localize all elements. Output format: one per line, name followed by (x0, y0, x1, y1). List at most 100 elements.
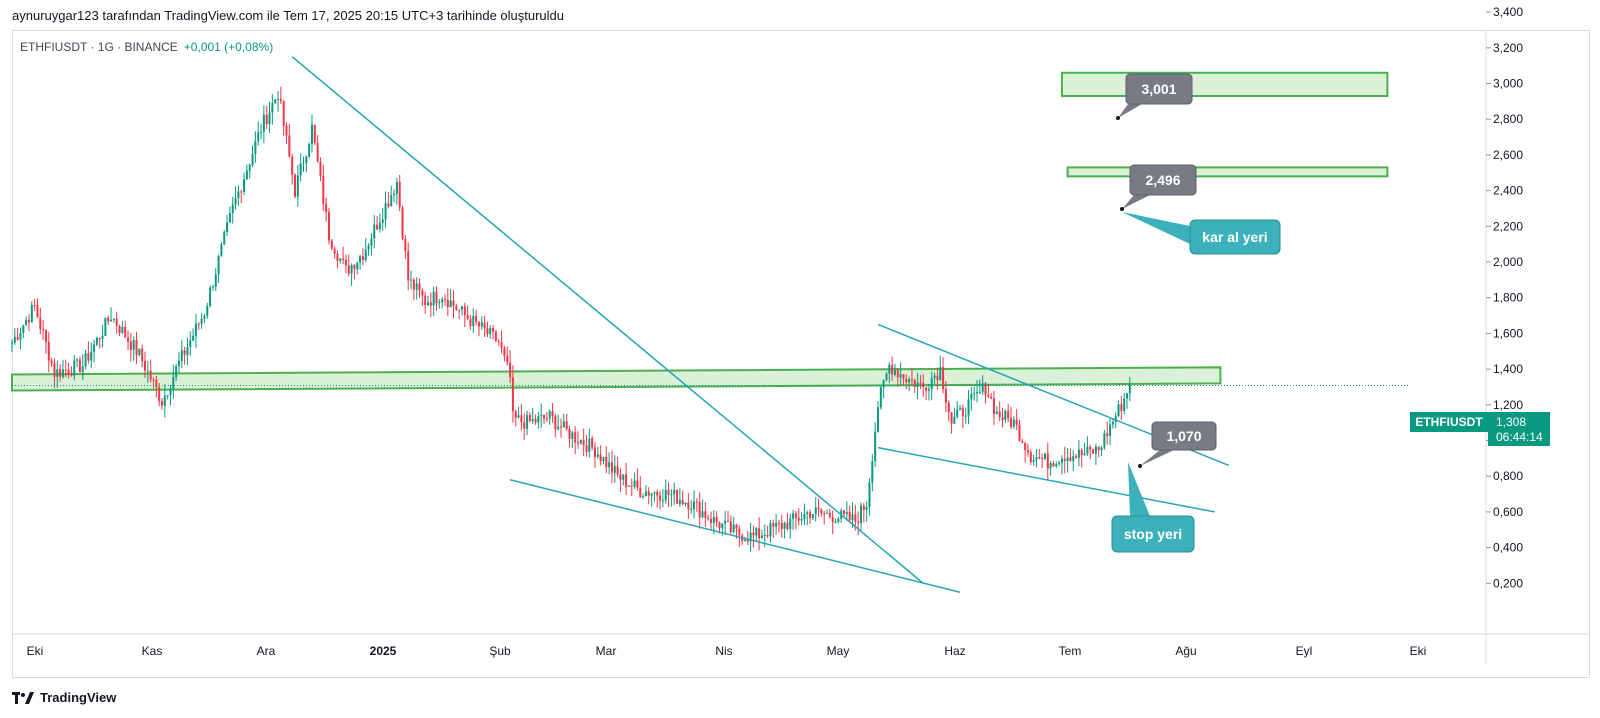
candle-body (511, 377, 514, 412)
candle-body (695, 501, 698, 503)
candle-body (936, 375, 939, 381)
candle-body (282, 100, 285, 126)
symbol-legend[interactable]: ETHFIUSDT · 1G · BINANCE +0,001 (+0,08%) (20, 40, 273, 54)
candle-body (1128, 385, 1131, 394)
candle-body (619, 474, 622, 480)
callout-target-high[interactable]: 3,001 (1116, 73, 1193, 120)
candle-body (172, 376, 175, 390)
candle-body (322, 175, 325, 204)
price-zone[interactable] (1060, 71, 1389, 97)
candle-body (466, 315, 469, 320)
candle-body (302, 163, 305, 165)
candle-body (752, 532, 755, 536)
candle-body (630, 485, 633, 487)
candle-body (50, 360, 53, 364)
candle-body (240, 191, 243, 193)
candle-body (976, 391, 979, 394)
candle-body (475, 315, 478, 322)
candle-body (710, 518, 713, 523)
candle-body (794, 513, 797, 518)
candle-body (851, 514, 854, 521)
candle-body (647, 491, 650, 496)
candle-body (265, 114, 268, 125)
candle-body (67, 370, 70, 375)
candle-body (342, 258, 345, 260)
candle-body (1015, 419, 1018, 425)
candle-body (367, 245, 370, 250)
candle-body (800, 519, 803, 521)
trendline[interactable] (291, 56, 924, 584)
candle-body (61, 369, 64, 377)
candle-body (217, 255, 220, 275)
candle-body (916, 382, 919, 388)
callout-take-profit[interactable]: kar al yeri (1122, 212, 1281, 255)
candle-body (353, 265, 356, 270)
candle-body (763, 535, 766, 537)
candle-body (707, 517, 710, 519)
time-axis[interactable]: Eki Kas Ara 2025 Şub Mar Nis May Haz Tem Ağu Eyl Eki (27, 644, 1427, 658)
y-tick-label: 2,000 (1493, 255, 1523, 269)
candle-body (1012, 419, 1015, 427)
candle-body (22, 325, 25, 334)
candle-body (243, 179, 246, 192)
candle-body (560, 426, 563, 428)
candle-body (599, 454, 602, 462)
chart-frame (12, 30, 1590, 678)
candle-body (775, 522, 778, 527)
price-axis[interactable]: 3,400 3,200 3,000 2,800 2,600 2,400 2,200 2,000… (1486, 5, 1523, 590)
candle-body (146, 370, 149, 372)
candle-body (786, 522, 789, 529)
candle-body (378, 222, 381, 230)
y-tick-label: 0,200 (1493, 576, 1523, 590)
price-zone[interactable] (11, 366, 1222, 392)
candle-body (364, 249, 367, 261)
footer-brand[interactable]: TradingView (12, 690, 116, 705)
price-zone[interactable] (1066, 166, 1389, 178)
candle-body (568, 429, 571, 439)
candle-body (956, 409, 959, 417)
candle-body (942, 367, 945, 389)
candle-body (848, 511, 851, 521)
candle-body (639, 487, 642, 498)
candle-body (104, 317, 107, 336)
candle-body (636, 480, 639, 488)
trendline[interactable] (509, 479, 961, 593)
candle-body (424, 295, 427, 305)
candle-body (209, 287, 212, 306)
candle-body (704, 511, 707, 518)
callout-target-low[interactable]: 2,496 (1120, 164, 1197, 211)
candle-body (910, 379, 913, 381)
candle-body (47, 341, 50, 361)
y-tick-label: 1,800 (1493, 291, 1523, 305)
callout-entry-label: 1,070 (1166, 428, 1201, 444)
candle-body (1114, 416, 1117, 422)
trendline[interactable] (877, 446, 1215, 513)
candle-body (260, 131, 263, 133)
candle-body (919, 382, 922, 384)
candle-body (984, 383, 987, 395)
callout-stop[interactable]: stop yeri (1111, 462, 1195, 553)
candle-body (1021, 441, 1024, 443)
candle-body (517, 415, 520, 418)
y-tick-label: 0,400 (1493, 541, 1523, 555)
candle-body (732, 524, 735, 533)
candle-body (678, 500, 681, 504)
callout-stop-label: stop yeri (1124, 526, 1182, 542)
price-tag-countdown: 06:44:14 (1496, 430, 1543, 444)
candle-body (735, 524, 738, 529)
candle-body (279, 99, 282, 101)
candle-body (95, 337, 98, 345)
candle-body (25, 319, 28, 326)
candle-body (186, 347, 189, 355)
candle-body (593, 447, 596, 457)
y-tick-label: 2,800 (1493, 112, 1523, 126)
candle-body (446, 299, 449, 308)
candle-body (608, 462, 611, 468)
candles-layer (11, 86, 1131, 552)
callout-entry[interactable]: 1,070 (1138, 421, 1217, 468)
candle-body (684, 502, 687, 505)
candle-body (526, 415, 529, 429)
candle-body (500, 342, 503, 348)
candle-body (211, 286, 214, 288)
